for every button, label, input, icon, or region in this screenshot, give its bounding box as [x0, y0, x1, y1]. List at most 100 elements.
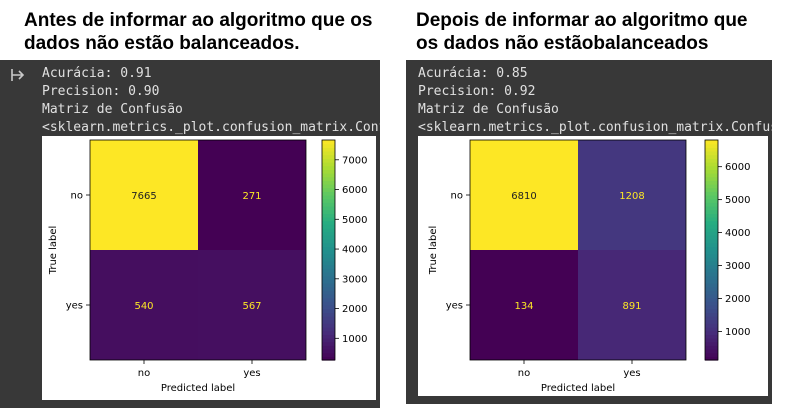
colorbar-segment: [322, 231, 335, 236]
colorbar-segment: [322, 180, 335, 185]
colorbar-tick-label: 2000: [725, 294, 750, 305]
colorbar-segment: [322, 330, 335, 335]
matrix-cell: [90, 140, 198, 250]
colorbar-segment: [322, 253, 335, 258]
colorbar-segment: [705, 345, 718, 350]
colorbar-segment: [705, 338, 718, 343]
colorbar-segment: [322, 173, 335, 178]
colorbar-segment: [322, 305, 335, 310]
colorbar-tick-label: 6000: [725, 162, 750, 173]
matrix-cell: [470, 250, 578, 360]
x-tick-label: yes: [243, 368, 260, 379]
colorbar-segment: [705, 147, 718, 152]
matrix-cell: [198, 140, 306, 250]
colorbar-segment: [705, 191, 718, 196]
colorbar-segment: [322, 169, 335, 174]
colorbar-segment: [322, 187, 335, 192]
colorbar-tick-label: 4000: [342, 245, 367, 256]
matrix-cell: [90, 250, 198, 360]
colorbar-segment: [705, 356, 718, 361]
colorbar-tick-label: 1000: [342, 334, 367, 345]
colorbar-segment: [322, 228, 335, 233]
colorbar-segment: [705, 213, 718, 218]
colorbar-segment: [705, 202, 718, 207]
colorbar-segment: [705, 250, 718, 255]
matrix-cell: [578, 250, 686, 360]
colorbar-segment: [322, 140, 335, 145]
colorbar-segment: [705, 206, 718, 211]
x-tick-label: no: [138, 368, 150, 379]
colorbar-segment: [705, 140, 718, 145]
colorbar-segment: [705, 224, 718, 229]
colorbar-segment: [322, 301, 335, 306]
colorbar-frame: [321, 139, 336, 361]
colorbar-segment: [322, 209, 335, 214]
colorbar-tick-label: 7000: [342, 155, 367, 166]
colorbar-segment: [322, 308, 335, 313]
colorbar-segment: [322, 147, 335, 152]
display-object-text: <sklearn.metrics._plot.confusion_matrix.…: [418, 120, 772, 135]
colorbar-segment: [705, 290, 718, 295]
colorbar-segment: [322, 283, 335, 288]
colorbar-tick-label: 6000: [342, 185, 367, 196]
display-object-text: <sklearn.metrics._plot.confusion_matrix.…: [42, 120, 380, 135]
colorbar-segment: [322, 345, 335, 350]
colorbar-segment: [322, 165, 335, 170]
colorbar-segment: [705, 341, 718, 346]
colorbar-segment: [705, 327, 718, 332]
matrix-cell: [198, 250, 306, 360]
colorbar-tick-label: 5000: [342, 215, 367, 226]
colorbar-tick-label: 1000: [725, 327, 750, 338]
colorbar-tick-label: 5000: [725, 195, 750, 206]
panel-title-line1: Antes de informar ao algoritmo que os: [24, 10, 373, 31]
colorbar-segment: [322, 323, 335, 328]
cell-value-label: 134: [514, 301, 533, 312]
colorbar-segment: [322, 246, 335, 251]
colorbar-segment: [705, 294, 718, 299]
y-tick-label: no: [71, 191, 83, 202]
colorbar-segment: [705, 151, 718, 156]
colorbar-segment: [705, 184, 718, 189]
colorbar-tick-label: 2000: [342, 304, 367, 315]
colorbar-segment: [705, 352, 718, 357]
colorbar-segment: [322, 198, 335, 203]
colorbar-segment: [322, 217, 335, 222]
matrix-heading-text: Matriz de Confusão: [42, 102, 183, 117]
colorbar-segment: [705, 264, 718, 269]
colorbar-segment: [322, 176, 335, 181]
colorbar-segment: [322, 184, 335, 189]
matrix-cell: [578, 140, 686, 250]
colorbar-segment: [705, 217, 718, 222]
colorbar-segment: [322, 242, 335, 247]
colorbar-segment: [322, 261, 335, 266]
cell-output: Acurácia: 0.91 Precision: 0.90 Matriz de…: [0, 60, 380, 408]
colorbar-segment: [322, 279, 335, 284]
colorbar-segment: [322, 268, 335, 273]
colorbar-segment: [322, 158, 335, 163]
colorbar-segment: [705, 283, 718, 288]
colorbar-segment: [705, 198, 718, 203]
precision-text: Precision: 0.92: [418, 84, 536, 99]
colorbar-segment: [705, 257, 718, 262]
output-icon[interactable]: [10, 68, 26, 84]
y-tick-label: yes: [66, 301, 83, 312]
cell-value-label: 7665: [131, 191, 156, 202]
colorbar-segment: [322, 239, 335, 244]
colorbar-segment: [322, 294, 335, 299]
matrix-heading-text: Matriz de Confusão: [418, 102, 559, 117]
colorbar-segment: [705, 253, 718, 258]
precision-text: Precision: 0.90: [42, 84, 160, 99]
colorbar-segment: [705, 297, 718, 302]
colorbar-segment: [705, 242, 718, 247]
colorbar-tick-label: 3000: [725, 261, 750, 272]
colorbar-segment: [322, 257, 335, 262]
colorbar-segment: [322, 352, 335, 357]
colorbar-segment: [705, 330, 718, 335]
colorbar-segment: [322, 319, 335, 324]
x-tick-label: yes: [623, 368, 640, 379]
colorbar-segment: [705, 235, 718, 240]
colorbar-segment: [322, 334, 335, 339]
y-tick-label: no: [451, 191, 463, 202]
colorbar-frame: [704, 139, 719, 361]
panel-title-line2: os dados não estãobalanceados: [416, 33, 709, 54]
